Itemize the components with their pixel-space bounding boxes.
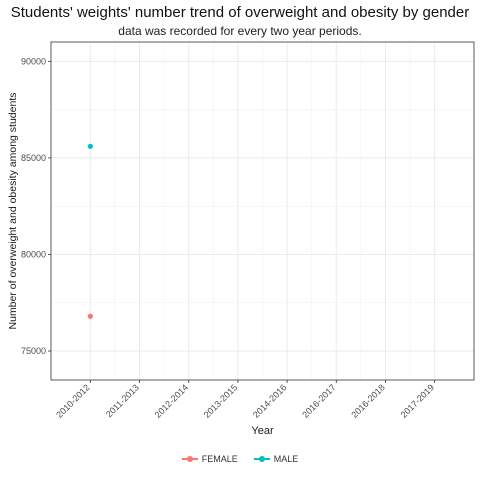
x-tick-label: 2011-2013 [104, 382, 141, 419]
legend-label: MALE [274, 454, 299, 464]
x-tick-label: 2013-2015 [202, 382, 240, 420]
x-tick-label: 2012-2014 [153, 382, 191, 420]
y-tick-label: 85000 [21, 153, 46, 163]
data-point-female [88, 314, 93, 319]
chart-legend: FEMALE MALE [0, 454, 480, 464]
legend-key [182, 454, 198, 464]
data-point-male [88, 144, 93, 149]
x-tick-label: 2017-2019 [399, 382, 437, 420]
y-axis-title: Number of overweight and obesity among s… [7, 93, 19, 330]
y-tick-label: 80000 [21, 249, 46, 259]
y-tick-label: 90000 [21, 56, 46, 66]
x-tick-label: 2016-2018 [349, 382, 387, 420]
legend-item-male: MALE [254, 454, 299, 464]
y-tick-label: 75000 [21, 346, 46, 356]
legend-key [254, 454, 270, 464]
legend-label: FEMALE [202, 454, 238, 464]
x-axis-title: Year [251, 425, 274, 437]
x-tick-label: 2014-2016 [251, 382, 289, 420]
x-tick-label: 2016-2017 [300, 382, 338, 420]
x-tick-label: 2010-2012 [54, 382, 92, 420]
legend-item-female: FEMALE [182, 454, 238, 464]
